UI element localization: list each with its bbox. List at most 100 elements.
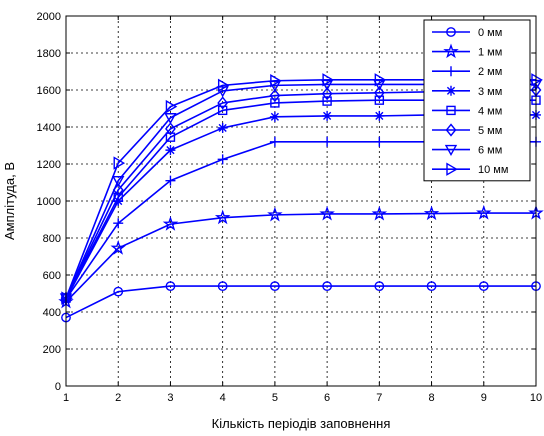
legend-label: 1 мм	[478, 47, 502, 59]
x-tick-label: 5	[272, 392, 278, 404]
data-point-square	[217, 105, 228, 116]
legend-item: 2 мм	[432, 66, 502, 78]
data-point-circle	[374, 281, 385, 291]
legend-item: 5 мм	[432, 123, 502, 137]
y-tick-label: 200	[43, 344, 61, 356]
data-point-asterisk	[374, 110, 385, 121]
legend-label: 2 мм	[478, 66, 502, 78]
legend-item: 4 мм	[432, 105, 502, 117]
data-point-triangle-right	[270, 74, 282, 88]
y-axis-label: Амплітуда, В	[2, 162, 17, 240]
data-point-star	[371, 205, 388, 221]
data-point-triangle-right	[217, 78, 230, 93]
data-point-plus	[217, 154, 228, 165]
data-point-square	[374, 95, 385, 105]
data-point-triangle-down	[164, 113, 177, 125]
y-tick-label: 1600	[37, 85, 61, 97]
data-point-star	[267, 206, 283, 222]
data-point-diamond	[269, 88, 281, 103]
data-point-square	[322, 96, 332, 106]
data-point-star	[214, 209, 231, 225]
x-tick-label: 9	[481, 392, 487, 404]
data-point-triangle-right	[165, 99, 178, 114]
data-point-circle	[217, 281, 228, 291]
x-tick-label: 4	[220, 392, 226, 404]
data-point-plus	[113, 218, 124, 229]
data-point-triangle-right	[531, 73, 543, 87]
legend-label: 4 мм	[478, 105, 502, 117]
data-point-triangle-down	[112, 175, 125, 188]
legend-label: 6 мм	[478, 145, 502, 157]
x-tick-label: 8	[428, 392, 434, 404]
legend-marker-star	[443, 43, 459, 59]
legend-box	[423, 19, 531, 182]
data-point-asterisk	[165, 145, 176, 156]
legend-label: 3 мм	[478, 86, 502, 98]
data-point-square	[165, 132, 176, 142]
y-tick-label: 1000	[37, 196, 61, 208]
y-tick-label: 1800	[37, 48, 61, 60]
legend-marker-triangle-right	[446, 162, 458, 176]
series-line	[65, 212, 536, 303]
legend-marker-circle	[446, 27, 456, 37]
data-point-plus	[269, 136, 280, 147]
data-point-star	[110, 240, 126, 255]
legend-label: 10 мм	[478, 164, 508, 176]
data-point-diamond	[217, 96, 229, 110]
x-tick-label: 2	[115, 392, 121, 404]
series-line	[65, 285, 536, 319]
data-point-star	[423, 205, 440, 221]
legend: 0 мм 1 мм 2 мм 3 мм 4 мм 5 мм 6 мм 10 мм	[423, 19, 531, 182]
legend-item: 10 мм	[432, 162, 508, 176]
y-tick-label: 400	[43, 307, 61, 319]
y-tick-label: 0	[55, 381, 61, 393]
data-point-diamond	[321, 87, 333, 101]
x-tick-label: 3	[167, 392, 173, 404]
legend-label: 0 мм	[478, 27, 502, 39]
data-point-triangle-right	[61, 291, 73, 305]
y-tick-label: 2000	[37, 11, 61, 23]
data-point-plus	[374, 136, 385, 147]
legend-item: 0 мм	[432, 27, 502, 39]
legend-marker-triangle-down	[444, 144, 458, 157]
data-point-circle	[426, 281, 437, 291]
data-point-circle	[322, 281, 333, 291]
data-point-plus	[322, 136, 333, 147]
y-axis-ticks: 0 200 400 600 800 1000 1200 1400 1600 1800 2000	[37, 11, 536, 393]
data-point-circle	[165, 281, 176, 291]
data-point-star	[162, 216, 179, 231]
x-axis-ticks: 1 2 3 4 5 6 7 8 9 10	[63, 16, 542, 404]
data-point-triangle-down	[216, 86, 229, 98]
legend-marker-asterisk	[446, 85, 456, 96]
data-point-triangle-right	[113, 156, 126, 170]
x-tick-label: 7	[376, 392, 382, 404]
x-axis-label: Кількість періодів заповнення	[212, 416, 391, 431]
data-point-asterisk	[217, 122, 228, 133]
data-point-plus	[165, 175, 176, 186]
data-point-diamond	[373, 86, 385, 100]
y-tick-label: 1400	[37, 122, 61, 134]
data-point-triangle-right	[322, 73, 335, 87]
legend-marker-square	[446, 105, 456, 116]
data-point-square	[270, 98, 280, 108]
data-point-circle	[478, 281, 489, 291]
y-tick-label: 1200	[37, 159, 61, 171]
y-tick-label: 600	[43, 270, 61, 282]
data-point-asterisk	[322, 110, 333, 121]
x-tick-label: 1	[63, 392, 69, 404]
legend-label: 5 мм	[478, 125, 502, 137]
legend-marker-plus	[446, 66, 456, 77]
data-point-circle	[269, 281, 280, 291]
x-tick-label: 6	[324, 392, 330, 404]
data-point-star	[476, 204, 492, 220]
data-point-circle	[113, 286, 124, 297]
y-tick-label: 800	[43, 233, 61, 245]
legend-item: 3 мм	[432, 85, 502, 98]
series-0-мм	[61, 281, 541, 323]
x-tick-label: 10	[530, 392, 542, 404]
legend-marker-diamond	[445, 123, 457, 137]
legend-item: 1 мм	[432, 43, 502, 59]
data-point-triangle-right	[374, 73, 387, 87]
data-point-diamond	[165, 122, 176, 136]
